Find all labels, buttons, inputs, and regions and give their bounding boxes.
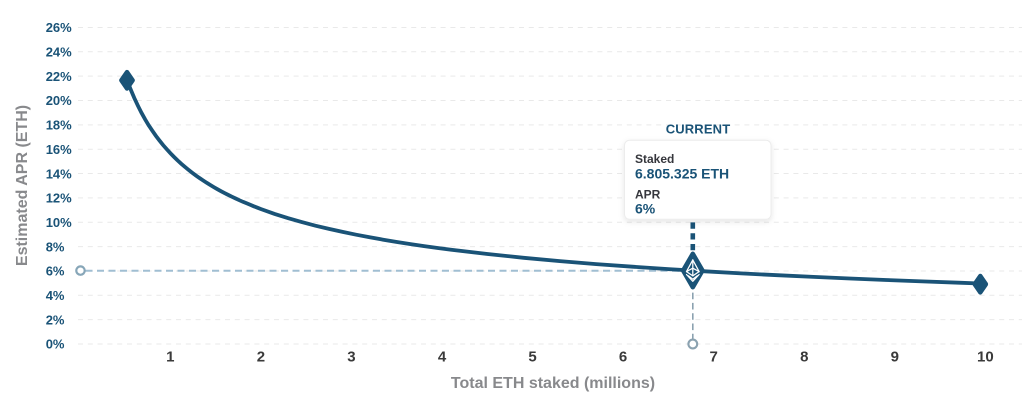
- svg-text:22%: 22%: [46, 69, 72, 84]
- svg-text:4: 4: [438, 348, 447, 365]
- svg-text:10: 10: [977, 348, 994, 365]
- svg-text:10%: 10%: [46, 215, 72, 230]
- svg-text:2: 2: [257, 348, 265, 365]
- svg-text:1: 1: [166, 348, 174, 365]
- svg-text:5: 5: [528, 348, 536, 365]
- svg-text:18%: 18%: [46, 118, 72, 133]
- svg-text:CURRENT: CURRENT: [666, 122, 731, 137]
- svg-text:Estimated APR (ETH): Estimated APR (ETH): [14, 105, 31, 266]
- svg-text:Staked: Staked: [635, 152, 674, 166]
- svg-text:2%: 2%: [46, 312, 65, 327]
- svg-text:7: 7: [710, 348, 718, 365]
- svg-text:26%: 26%: [46, 20, 72, 35]
- svg-text:Total ETH staked (millions): Total ETH staked (millions): [451, 375, 655, 392]
- svg-text:6.805.325 ETH: 6.805.325 ETH: [635, 166, 729, 182]
- svg-text:0%: 0%: [46, 337, 65, 352]
- svg-text:8: 8: [800, 348, 808, 365]
- svg-text:9: 9: [891, 348, 899, 365]
- svg-text:3: 3: [347, 348, 355, 365]
- svg-text:24%: 24%: [46, 45, 72, 60]
- svg-text:6%: 6%: [635, 201, 656, 217]
- svg-text:20%: 20%: [46, 93, 72, 108]
- svg-text:16%: 16%: [46, 142, 72, 157]
- svg-text:6: 6: [619, 348, 627, 365]
- svg-text:8%: 8%: [46, 239, 65, 254]
- svg-text:14%: 14%: [46, 166, 72, 181]
- svg-text:6%: 6%: [46, 264, 65, 279]
- svg-text:4%: 4%: [46, 288, 65, 303]
- svg-text:12%: 12%: [46, 191, 72, 206]
- svg-text:APR: APR: [635, 188, 661, 202]
